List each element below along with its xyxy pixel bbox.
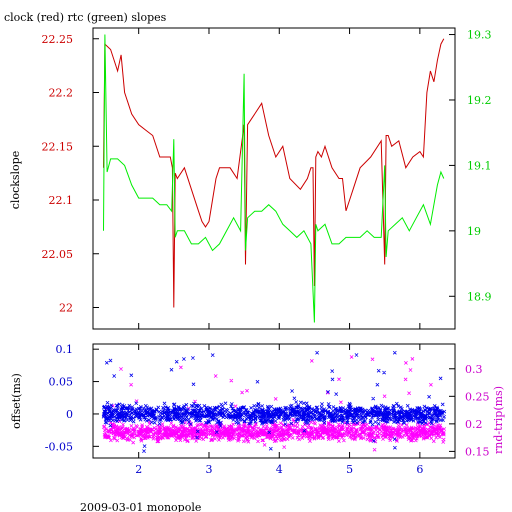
y-tick-label: 22.2 xyxy=(49,87,74,100)
top-left-axis: 22 22.05 22.1 22.15 22.2 22.25 xyxy=(42,33,99,315)
top-x-axis xyxy=(138,28,421,329)
y-tick-label: 22.05 xyxy=(42,248,74,261)
bottom-panel: -0.05 0 0.05 0.1 0.15 0.2 0.25 0.3 2 3 4 5 6 offse… xyxy=(10,343,505,476)
clock-slope-line xyxy=(103,38,445,308)
y-tick-label: 22.15 xyxy=(42,140,74,153)
top-y-axis-label: clockslope xyxy=(9,151,22,209)
bottom-left-axis: -0.05 0 0.05 0.1 xyxy=(45,343,99,453)
x-tick-label: 3 xyxy=(205,463,212,476)
bottom-y-axis-label: offset(ms) xyxy=(10,373,23,429)
chart-title: clock (red) rtc (green) slopes xyxy=(4,11,167,24)
top-panel: 22 22.05 22.1 22.15 22.2 22.25 18.9 19 19.1 19.2… xyxy=(9,27,492,330)
clock-slope-series xyxy=(103,38,445,308)
y2-tick-label: 19.1 xyxy=(467,159,492,172)
x-tick-label: 2 xyxy=(135,463,142,476)
y-tick-label: 0.1 xyxy=(56,343,74,356)
bottom-y2-axis-label: rnd-trip(ms) xyxy=(492,386,505,454)
bottom-right-axis: 0.15 0.2 0.25 0.3 xyxy=(449,363,490,458)
offset-series xyxy=(101,350,447,453)
rtc-slope-line xyxy=(103,34,445,323)
round-trip-points xyxy=(101,355,447,452)
offset-points xyxy=(101,350,447,453)
y2-tick-label: 19.3 xyxy=(467,29,492,42)
y-tick-label: 0 xyxy=(66,408,73,421)
y-tick-label: 22 xyxy=(59,302,73,315)
bottom-plot-frame xyxy=(92,343,456,459)
round-trip-series xyxy=(101,355,447,452)
bottom-x-axis: 2 3 4 5 6 xyxy=(135,344,423,476)
y2-tick-label: 18.9 xyxy=(467,290,492,303)
y2-tick-label: 0.2 xyxy=(465,418,483,431)
y-tick-label: 22.25 xyxy=(42,33,74,46)
x-tick-label: 5 xyxy=(346,463,353,476)
x-tick-label: 6 xyxy=(416,463,423,476)
y-tick-label: -0.05 xyxy=(45,440,73,453)
y2-tick-label: 19.2 xyxy=(467,94,492,107)
top-right-axis: 18.9 19 19.1 19.2 19.3 xyxy=(449,29,492,303)
x-tick-label: 4 xyxy=(276,463,283,476)
y2-tick-label: 0.25 xyxy=(465,390,490,403)
y2-tick-label: 0.3 xyxy=(465,363,483,376)
y-tick-label: 22.1 xyxy=(49,194,74,207)
footer-label: 2009-03-01 monopole xyxy=(80,501,201,512)
rtc-slope-series xyxy=(103,34,445,323)
y-tick-label: 0.05 xyxy=(49,376,74,389)
y2-tick-label: 19 xyxy=(467,225,481,238)
top-plot-frame xyxy=(92,27,456,330)
y2-tick-label: 0.15 xyxy=(465,445,490,458)
